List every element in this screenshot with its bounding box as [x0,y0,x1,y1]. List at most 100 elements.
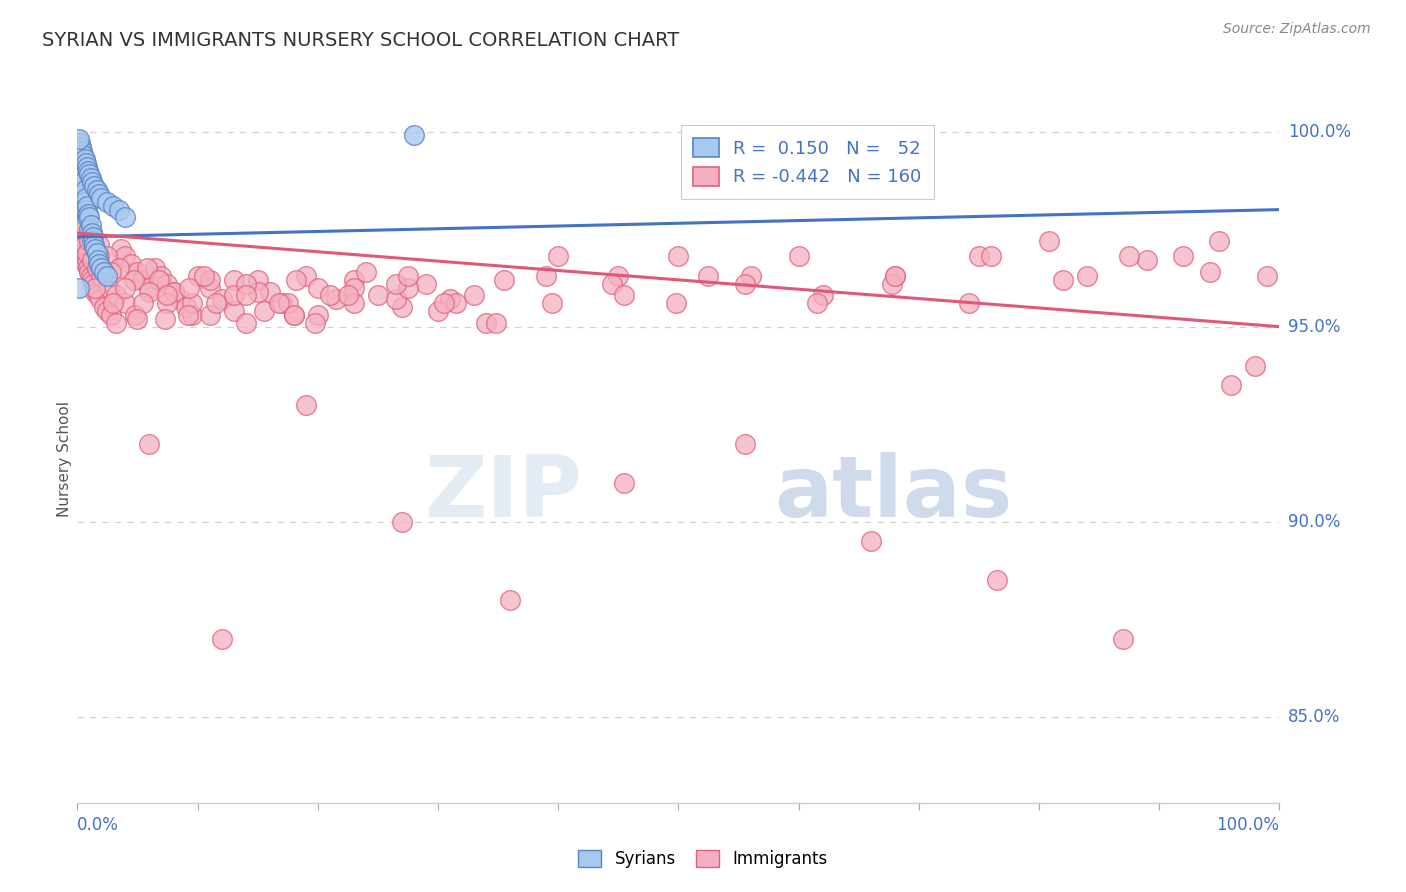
Point [179,281,201,295]
Point [534,268,557,283]
Point [70,140,93,154]
Point [67,132,90,146]
Point [180,308,202,322]
Point [811,288,834,302]
Point [148,273,170,287]
Point [69,163,91,178]
Point [204,296,226,310]
Point [87,257,110,271]
Point [72,148,94,162]
Point [114,296,136,310]
Point [198,273,221,287]
Point [1112,632,1135,646]
Point [475,316,498,330]
Point [70,168,93,182]
Point [70,242,93,256]
Point [72,187,94,202]
Point [285,273,308,287]
Point [697,268,720,283]
Point [499,592,522,607]
Point [79,171,101,186]
Point [75,214,97,228]
Point [169,293,191,307]
Point [73,250,96,264]
Point [138,281,160,295]
Point [87,187,110,202]
Point [156,296,179,310]
Point [67,281,90,295]
Point [787,250,810,264]
Point [136,261,159,276]
Point [1173,250,1195,264]
Point [69,222,91,236]
Point [80,226,103,240]
Point [396,281,419,295]
Point [70,171,93,186]
Point [259,285,281,299]
Point [613,288,636,302]
Point [433,296,456,310]
Point [127,312,149,326]
Point [304,316,326,330]
Point [235,288,257,302]
Point [277,296,299,310]
Point [72,219,94,233]
Point [103,296,125,310]
Point [193,268,215,283]
Point [104,288,127,302]
Point [67,230,90,244]
Point [1198,265,1220,279]
Point [77,163,100,178]
Point [72,245,94,260]
Point [283,308,305,322]
Point [69,152,91,166]
Point [427,304,450,318]
Point [80,175,103,189]
Point [283,308,305,322]
Point [75,257,97,271]
Point [100,308,122,322]
Point [307,281,329,295]
Point [145,261,167,276]
Point [73,183,96,197]
Point [96,250,118,264]
Point [93,300,115,314]
Point [79,265,101,279]
Point [75,155,97,169]
Point [1208,234,1230,248]
Point [67,144,90,158]
Point [69,136,91,151]
Point [734,436,756,450]
Point [162,285,184,299]
Point [70,237,93,252]
Point [83,237,105,252]
Point [96,304,118,318]
Point [70,202,93,217]
Point [1136,253,1159,268]
Point [70,179,93,194]
Point [80,226,103,240]
Point [124,308,146,322]
Point [1118,250,1140,264]
Text: 100.0%: 100.0% [1288,122,1351,141]
Point [222,304,245,318]
Point [70,160,93,174]
Point [77,206,100,220]
Point [73,194,96,209]
Point [70,144,93,158]
Point [79,268,101,283]
Point [86,245,108,260]
Point [986,574,1008,588]
Point [391,300,413,314]
Point [93,265,115,279]
Point [547,250,569,264]
Point [734,277,756,291]
Point [740,268,762,283]
Point [343,273,366,287]
Point [222,288,245,302]
Y-axis label: Nursery School: Nursery School [56,401,72,517]
Point [73,152,96,166]
Point [882,277,904,291]
Point [665,296,688,310]
Point [75,191,97,205]
